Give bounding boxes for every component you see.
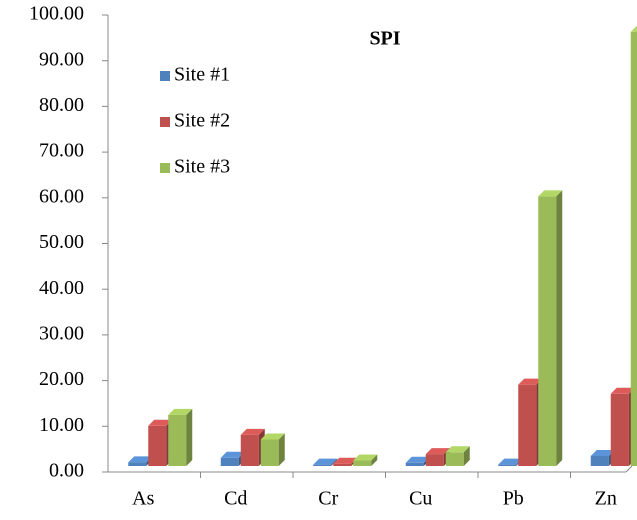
bar-top bbox=[333, 457, 358, 464]
bar-front bbox=[425, 454, 444, 466]
bar-top bbox=[313, 458, 338, 465]
bar-top bbox=[220, 451, 245, 458]
bar-top bbox=[538, 190, 563, 197]
bar-front bbox=[220, 457, 239, 466]
bar bbox=[260, 433, 285, 466]
x-tick-label: Cr bbox=[318, 488, 338, 510]
y-tick-label: 70.00 bbox=[39, 140, 84, 162]
bar bbox=[630, 25, 637, 466]
x-tick-label: Cu bbox=[409, 488, 432, 510]
bar-top bbox=[610, 387, 635, 394]
x-axis-depth bbox=[625, 465, 633, 473]
bar-top bbox=[353, 454, 378, 461]
bar-top bbox=[405, 456, 430, 463]
bar-front bbox=[148, 425, 167, 466]
bar bbox=[353, 454, 378, 466]
bar-top bbox=[168, 408, 193, 415]
bar bbox=[538, 190, 563, 466]
bar-top bbox=[148, 419, 173, 426]
y-tick-label: 40.00 bbox=[39, 277, 84, 299]
x-tick-label: As bbox=[132, 488, 154, 510]
bar-front bbox=[590, 455, 609, 466]
bar-top bbox=[128, 456, 153, 463]
bar-side bbox=[186, 408, 193, 466]
bar-front bbox=[630, 31, 637, 466]
y-tick-label: 30.00 bbox=[39, 322, 84, 344]
bar-front bbox=[405, 462, 424, 466]
legend-swatch bbox=[160, 163, 170, 173]
legend-swatch bbox=[160, 117, 170, 127]
bar bbox=[168, 408, 193, 466]
bar-top bbox=[590, 449, 615, 456]
bar-front bbox=[313, 464, 332, 466]
x-tick-label: Pb bbox=[503, 488, 524, 510]
bar-side bbox=[331, 458, 338, 466]
bar-front bbox=[538, 196, 557, 466]
bar-front bbox=[333, 463, 352, 466]
bar-top bbox=[630, 25, 637, 32]
legend-label: Site #1 bbox=[174, 64, 230, 86]
bar-front bbox=[610, 393, 629, 466]
bar-front bbox=[240, 434, 259, 466]
bar-front bbox=[168, 414, 187, 466]
y-tick-label: 100.00 bbox=[29, 3, 84, 25]
x-tick-label: Cd bbox=[224, 488, 247, 510]
bar bbox=[445, 446, 470, 466]
legend-swatch bbox=[160, 71, 170, 81]
bar-front bbox=[260, 439, 279, 466]
bar-top bbox=[498, 458, 523, 465]
y-tick-label: 50.00 bbox=[39, 231, 84, 253]
y-tick-label: 0.00 bbox=[49, 460, 84, 482]
x-tick-label: Zn bbox=[595, 488, 617, 510]
bar-front bbox=[128, 462, 147, 466]
bar bbox=[313, 458, 338, 466]
y-tick-label: 80.00 bbox=[39, 94, 84, 116]
bar-side bbox=[371, 454, 378, 466]
bar-top bbox=[425, 448, 450, 455]
y-tick-label: 60.00 bbox=[39, 185, 84, 207]
chart-title: SPI bbox=[369, 28, 400, 50]
bar-top bbox=[260, 433, 285, 440]
legend-label: Site #2 bbox=[174, 110, 230, 132]
bar-top bbox=[240, 428, 265, 435]
y-tick-label: 10.00 bbox=[39, 414, 84, 436]
bar-side bbox=[463, 446, 470, 466]
bar-side bbox=[556, 190, 563, 466]
bar-top bbox=[518, 378, 543, 385]
legend-label: Site #3 bbox=[174, 156, 230, 178]
y-tick-label: 20.00 bbox=[39, 368, 84, 390]
bar-side bbox=[278, 433, 285, 466]
bar-front bbox=[518, 384, 537, 466]
bar-front bbox=[353, 460, 372, 466]
y-tick-label: 90.00 bbox=[39, 48, 84, 70]
bar-front bbox=[445, 452, 464, 466]
bar-front bbox=[498, 464, 517, 466]
bar-top bbox=[445, 446, 470, 453]
